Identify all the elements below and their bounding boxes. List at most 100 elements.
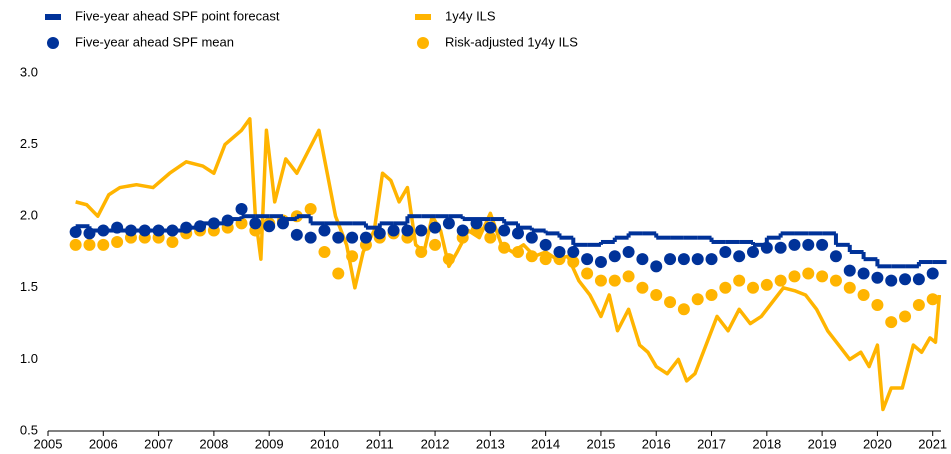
line: [75, 117, 942, 412]
dot: [636, 253, 649, 266]
dot: [539, 238, 552, 251]
dot: [912, 298, 925, 311]
dot: [691, 293, 704, 306]
dot: [567, 256, 580, 269]
dot: [705, 253, 718, 266]
dot: [733, 250, 746, 263]
dot: [885, 316, 898, 329]
dot: [456, 224, 469, 237]
dot: [677, 303, 690, 316]
dot: [83, 227, 96, 240]
dot: [650, 288, 663, 301]
dot: [594, 274, 607, 287]
dot: [97, 224, 110, 237]
dot: [180, 221, 193, 234]
dot: [498, 224, 511, 237]
dot: [774, 241, 787, 254]
dot: [304, 231, 317, 244]
dot: [346, 231, 359, 244]
dot: [608, 274, 621, 287]
legend-label: Risk-adjusted 1y4y ILS: [445, 34, 578, 49]
dot: [802, 238, 815, 251]
dot: [622, 270, 635, 283]
dot: [484, 221, 497, 234]
dot: [760, 278, 773, 291]
dot: [318, 224, 331, 237]
dot: [857, 288, 870, 301]
dot: [871, 298, 884, 311]
dot: [664, 253, 677, 266]
dot: [235, 203, 248, 216]
y-tick-label: 2.0: [20, 208, 38, 223]
x-tick-label: 2016: [642, 436, 671, 451]
dot: [733, 274, 746, 287]
dot: [470, 217, 483, 230]
dot: [788, 238, 801, 251]
dot: [221, 214, 234, 227]
x-tick-label: 2013: [476, 436, 505, 451]
dot: [124, 224, 137, 237]
x-tick-label: 2006: [89, 436, 118, 451]
dot: [608, 250, 621, 263]
dot: [871, 271, 884, 284]
dot: [857, 267, 870, 280]
legend-dot: [47, 37, 59, 49]
dot: [525, 231, 538, 244]
dot: [318, 246, 331, 258]
y-tick-label: 3.0: [20, 64, 38, 79]
x-tick-label: 2021: [918, 436, 947, 451]
x-tick-label: 2007: [144, 436, 173, 451]
dot: [415, 224, 428, 237]
x-tick-label: 2011: [366, 436, 394, 451]
y-tick-label: 1.5: [20, 279, 38, 294]
dot: [747, 281, 759, 294]
legend-label: Five-year ahead SPF point forecast: [75, 8, 280, 23]
dot: [829, 274, 842, 287]
dot: [829, 250, 842, 263]
dot: [69, 225, 82, 238]
dot: [581, 253, 594, 266]
dot: [664, 296, 677, 309]
dot: [525, 250, 538, 263]
legend-label: 1y4y ILS: [445, 8, 496, 23]
x-tick-label: 2017: [697, 436, 726, 451]
dot: [885, 274, 898, 287]
dot: [926, 293, 939, 306]
dot: [843, 281, 856, 294]
dot: [512, 227, 524, 240]
dot: [912, 273, 925, 286]
x-tick-label: 2010: [310, 436, 339, 451]
dot: [747, 246, 759, 258]
dot: [899, 310, 912, 323]
y-tick-label: 2.5: [20, 136, 38, 151]
dot: [429, 221, 442, 234]
dot: [594, 256, 607, 269]
legend-dot: [417, 37, 429, 49]
dot: [138, 224, 151, 237]
dot: [415, 246, 428, 258]
x-tick-label: 2014: [531, 436, 560, 451]
dot: [442, 253, 455, 266]
dot: [373, 227, 386, 240]
dot: [304, 203, 317, 216]
x-tick-label: 2009: [255, 436, 284, 451]
dot: [788, 270, 801, 283]
dot: [332, 267, 345, 280]
dot: [83, 238, 96, 251]
dot: [719, 246, 732, 258]
x-tick-label: 2015: [586, 436, 615, 451]
dot: [111, 235, 124, 248]
y-tick-label: 0.5: [20, 422, 38, 437]
legend-swatch: [45, 14, 61, 20]
y-tick-label: 1.0: [20, 351, 38, 366]
dot: [429, 238, 442, 251]
x-tick-label: 2005: [34, 436, 63, 451]
dot: [249, 217, 262, 230]
dot: [802, 267, 815, 280]
dot: [567, 246, 580, 258]
dot: [816, 238, 829, 251]
dot: [539, 253, 552, 266]
dot: [581, 267, 594, 280]
dot: [622, 246, 635, 258]
